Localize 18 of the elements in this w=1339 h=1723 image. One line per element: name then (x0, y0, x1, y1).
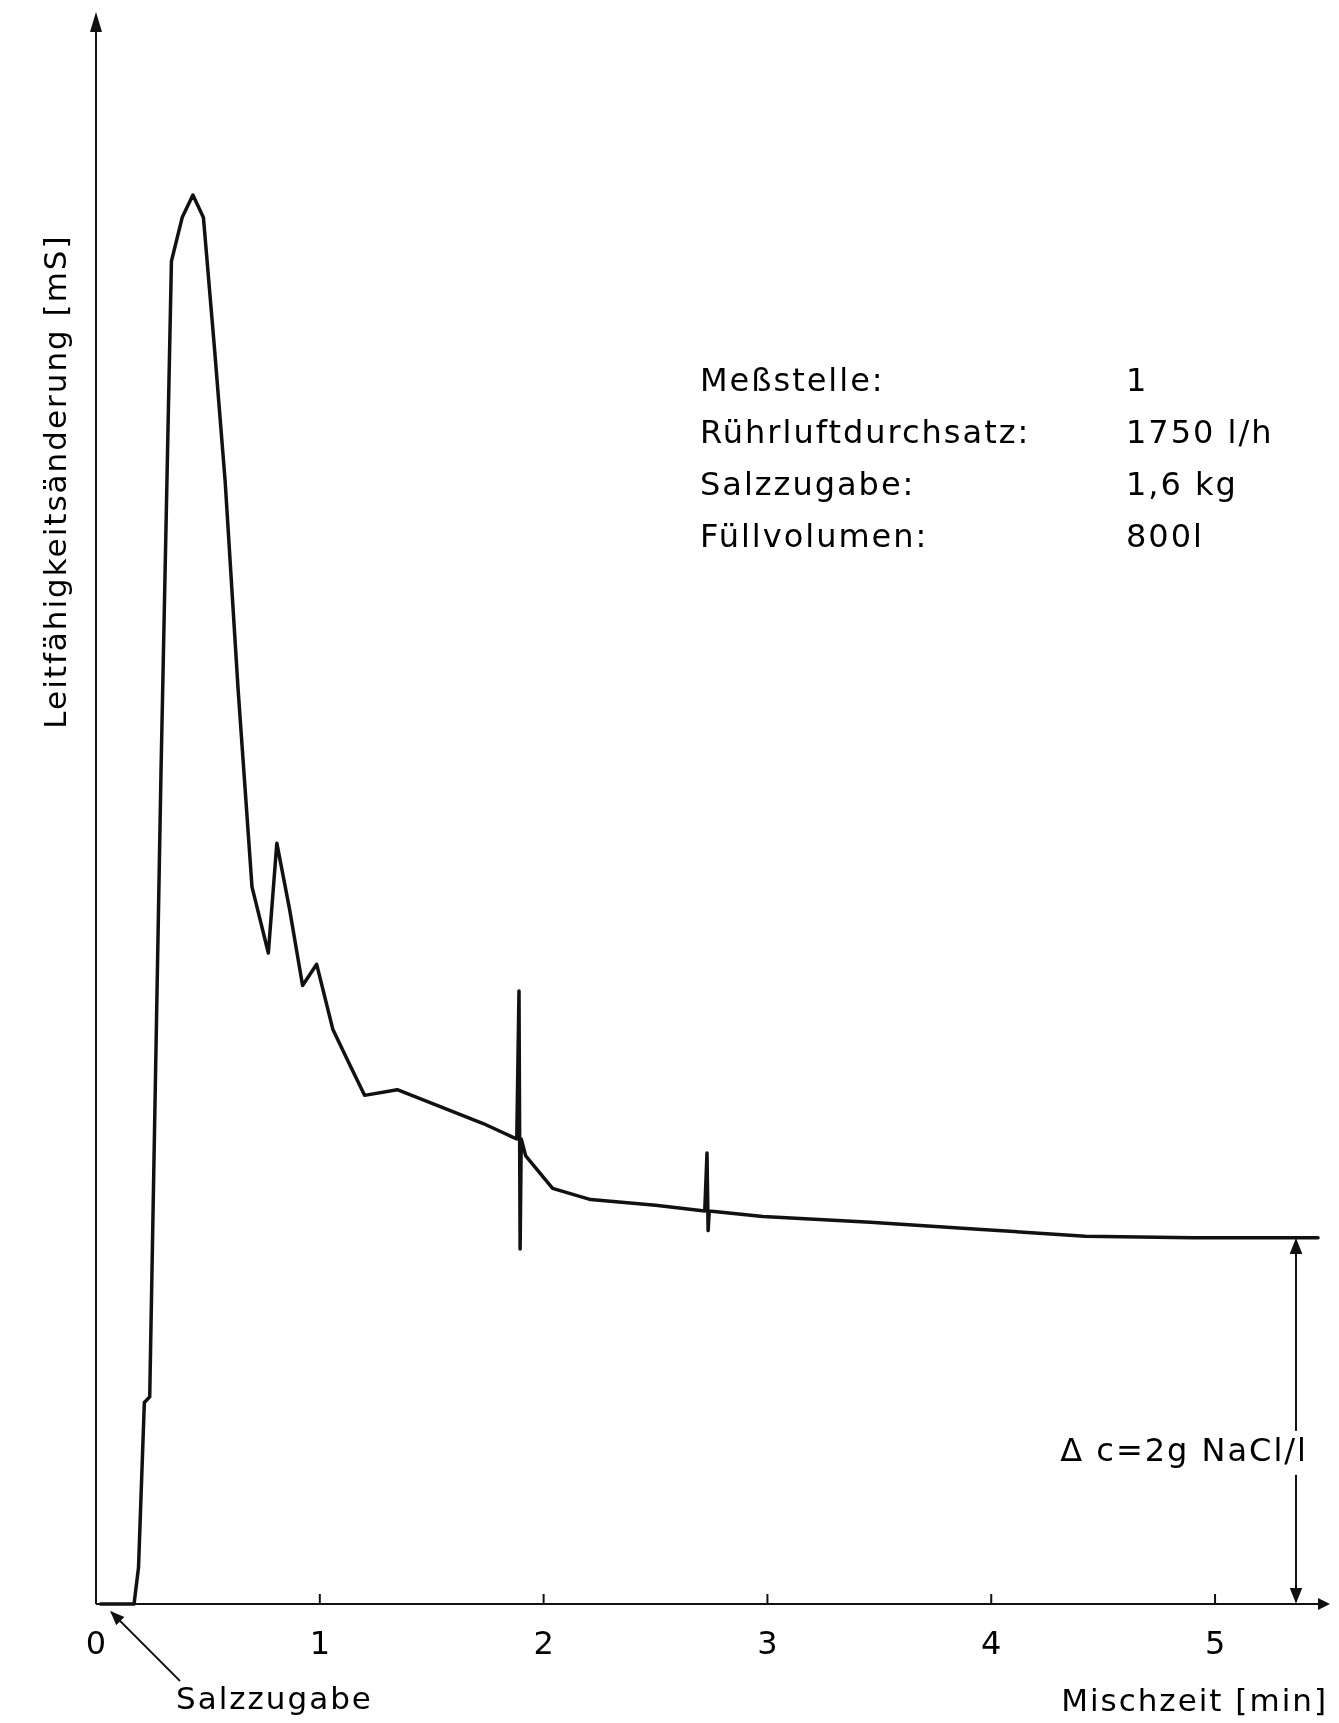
annotation: Salzzugabe: (700, 465, 916, 503)
x-tick-label: 2 (533, 1624, 554, 1662)
annotation: 1750 l/h (1126, 413, 1274, 451)
x-tick-label: 1 (309, 1624, 330, 1662)
x-tick-label: 4 (981, 1624, 1002, 1662)
y-axis-title: Leitfähigkeitsänderung [mS] (37, 234, 73, 729)
annotation: Füllvolumen: (700, 517, 929, 555)
x-tick-label: 5 (1204, 1624, 1226, 1662)
x-tick-label: 3 (757, 1624, 778, 1662)
annotation: 800l (1126, 517, 1204, 555)
x-axis-title: Mischzeit [min] (1061, 1682, 1328, 1718)
annotation: Salzzugabe (176, 1680, 373, 1716)
annotation: 1 (1126, 361, 1149, 399)
annotation: Rührluftdurchsatz: (700, 413, 1031, 451)
annotation: Meßstelle: (700, 361, 885, 399)
annotation: Δ c=2g NaCl/l (1060, 1430, 1308, 1469)
x-tick-label: 0 (85, 1624, 107, 1662)
annotation: 1,6 kg (1126, 465, 1238, 503)
